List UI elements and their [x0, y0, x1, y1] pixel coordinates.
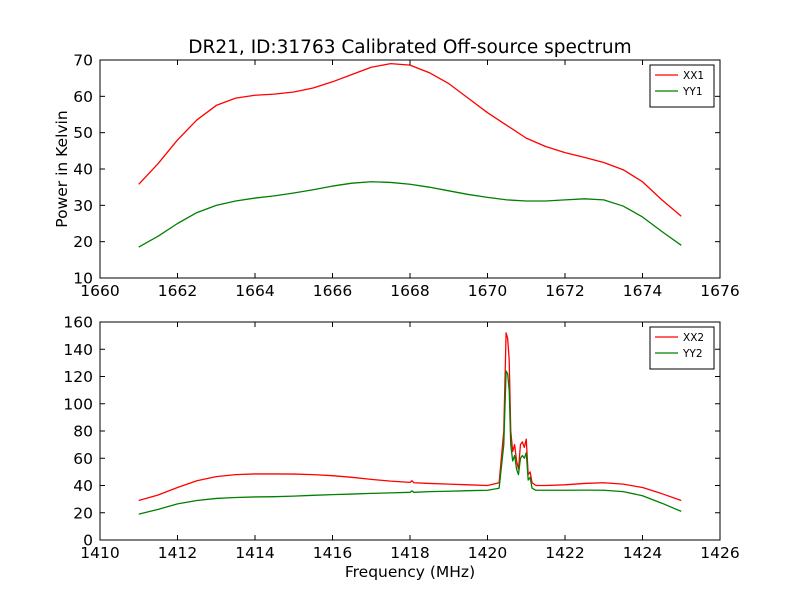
- x-tick-label: 1670: [468, 282, 507, 300]
- y-tick-label: 50: [73, 124, 93, 142]
- legend-box: [649, 326, 715, 370]
- x-tick-label: 1418: [390, 544, 429, 562]
- x-tick-label: 1426: [700, 544, 739, 562]
- y-tick-label: 120: [63, 368, 93, 386]
- series-line-xx1: [138, 62, 682, 217]
- legend-label: XX2: [683, 332, 704, 344]
- plots: 1660 1662 1664 1666 1668 1670 1672 1674 1676 10 20…: [53, 52, 740, 582]
- y-tick-label: 80: [73, 423, 93, 441]
- x-tick-label: 1422: [545, 544, 584, 562]
- y-tick-label: 20: [73, 233, 93, 251]
- legend-box: [649, 64, 715, 108]
- x-tick-label: 1424: [623, 544, 662, 562]
- plot-1: 1660 1662 1664 1666 1668 1670 1672 1674 1676 10 20…: [53, 52, 740, 301]
- y-tick-label: 160: [63, 314, 93, 332]
- x-tick-label: 1676: [700, 282, 739, 300]
- x-tick-label: 1660: [80, 282, 119, 300]
- x-tick-label: 1662: [158, 282, 197, 300]
- x-tick-label: 1416: [313, 544, 352, 562]
- y-tick-label: 140: [63, 341, 93, 359]
- legend-label: YY1: [682, 86, 703, 98]
- y-tick-label: 100: [63, 395, 93, 413]
- series-line-xx2: [138, 332, 682, 502]
- plot-2: 1410 1412 1414 1416 1418 1420 1422 1424 1426 0 20 4…: [63, 314, 739, 582]
- y-axis-label: Power in Kelvin: [53, 110, 71, 227]
- x-tick-label: 1668: [390, 282, 429, 300]
- series-lines: [138, 332, 682, 515]
- y-tick-label: 10: [73, 270, 93, 288]
- legend-label: YY2: [682, 348, 703, 360]
- x-tick-label: 1410: [80, 544, 119, 562]
- y-tick-label: 0: [83, 532, 93, 550]
- chart-title: DR21, ID:31763 Calibrated Off-source spe…: [188, 37, 631, 58]
- y-tick-label: 20: [73, 504, 93, 522]
- y-tick-label: 70: [73, 52, 93, 70]
- x-tick-label: 1672: [545, 282, 584, 300]
- y-tick-label: 40: [73, 161, 93, 179]
- legend-label: XX1: [683, 70, 704, 82]
- x-tick-label: 1414: [235, 544, 274, 562]
- series-line-yy2: [138, 370, 682, 515]
- x-tick-label: 1420: [468, 544, 507, 562]
- series-lines: [138, 62, 682, 248]
- x-tick-label: 1412: [158, 544, 197, 562]
- y-tick-label: 40: [73, 477, 93, 495]
- x-tick-label: 1674: [623, 282, 662, 300]
- y-tick-label: 30: [73, 197, 93, 215]
- y-tick-label: 60: [73, 450, 93, 468]
- x-axis-label: Frequency (MHz): [345, 563, 475, 581]
- y-tick-label: 60: [73, 88, 93, 106]
- x-tick-label: 1664: [235, 282, 274, 300]
- x-tick-label: 1666: [313, 282, 352, 300]
- series-line-yy1: [138, 181, 682, 248]
